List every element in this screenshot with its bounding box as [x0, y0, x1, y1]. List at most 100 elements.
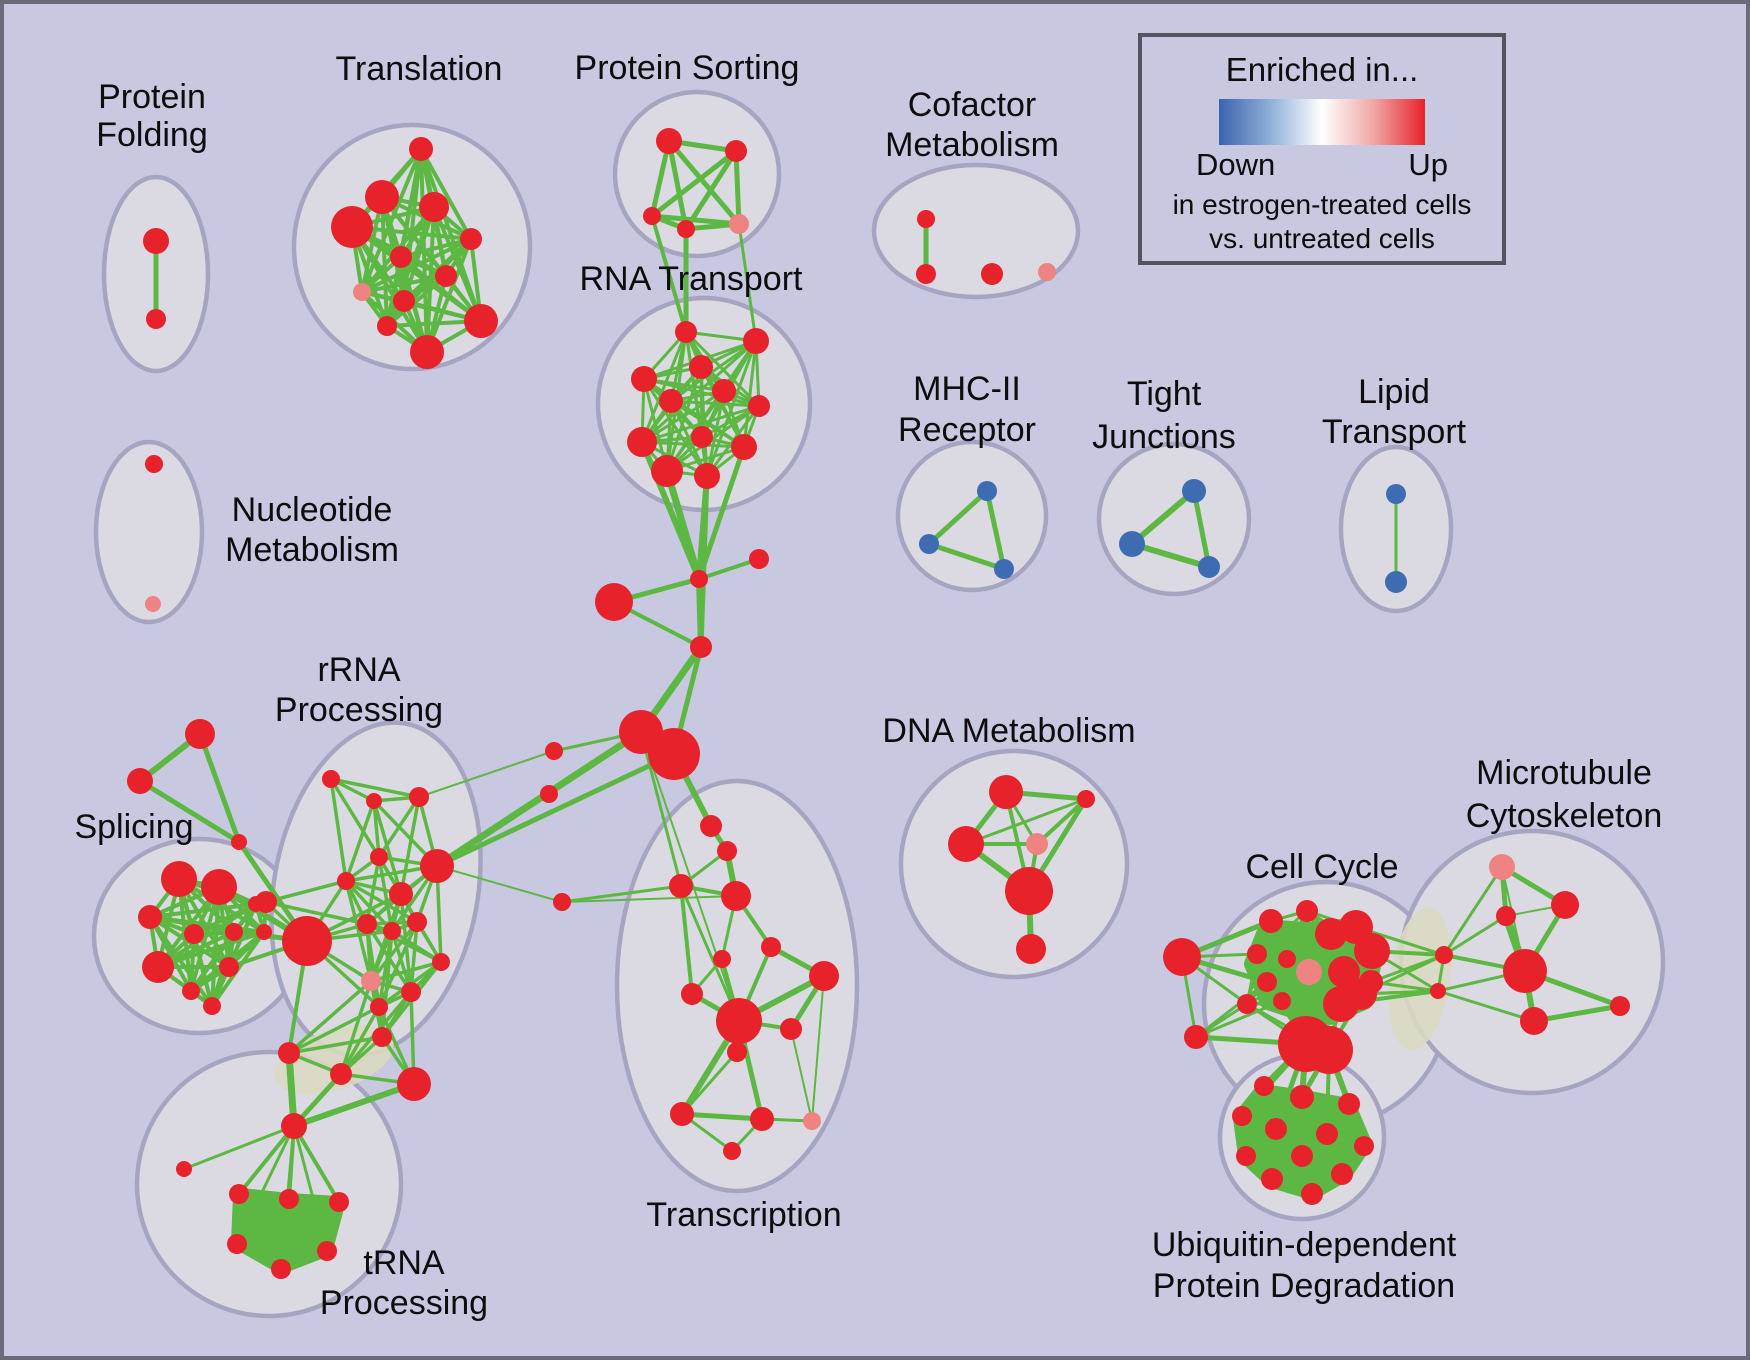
legend-caption: in estrogen-treated cells vs. untreated …	[1142, 188, 1502, 256]
gene-set-node	[761, 937, 781, 957]
gene-set-node	[1489, 854, 1515, 880]
cluster-label-rrna: rRNA	[317, 651, 400, 689]
gene-set-node	[161, 861, 197, 897]
cluster-label-lip: Transport	[1322, 413, 1467, 451]
gene-set-node	[749, 549, 769, 569]
cluster-shape-mhc	[895, 439, 1049, 593]
gene-set-node	[690, 570, 708, 588]
gene-set-node	[231, 834, 247, 850]
layer-nodes	[127, 128, 1630, 1279]
gene-set-node	[1016, 934, 1046, 964]
cluster-label-mt: Cytoskeleton	[1466, 797, 1663, 835]
gene-set-node	[627, 427, 657, 457]
gene-set-node	[729, 214, 749, 234]
gene-set-node	[435, 265, 457, 287]
cluster-label-mhc: Receptor	[898, 411, 1036, 449]
gene-set-node	[723, 1142, 741, 1160]
gene-set-node	[401, 982, 421, 1002]
gene-set-node	[1331, 1163, 1353, 1185]
gene-set-node	[366, 793, 382, 809]
gene-set-node	[227, 1234, 247, 1254]
gene-set-node	[748, 395, 770, 417]
gene-set-node	[595, 583, 633, 621]
gene-set-node	[1119, 531, 1145, 557]
gene-set-node	[717, 841, 737, 861]
gene-set-node	[1430, 983, 1446, 999]
gene-set-node	[553, 893, 571, 911]
gene-set-node	[713, 950, 731, 968]
gene-set-node	[377, 316, 397, 336]
gene-set-node	[1237, 994, 1257, 1014]
gene-set-node	[145, 596, 161, 612]
cluster-shape-dna	[898, 748, 1130, 980]
gene-set-node	[648, 728, 700, 780]
gene-set-node	[256, 924, 272, 940]
gene-set-node	[432, 953, 450, 971]
cluster-label-ps: Protein Sorting	[575, 49, 800, 87]
gene-set-node	[419, 192, 449, 222]
gene-set-node	[409, 787, 429, 807]
gene-set-node	[631, 366, 657, 392]
gene-set-node	[460, 228, 482, 250]
gene-set-node	[917, 210, 935, 228]
gene-set-node	[317, 1241, 337, 1261]
gene-set-node	[1316, 1123, 1338, 1145]
gene-set-node	[981, 263, 1003, 285]
gene-set-node	[1301, 1183, 1323, 1205]
gene-set-node	[916, 264, 936, 284]
cluster-label-ub: Protein Degradation	[1153, 1267, 1455, 1305]
gene-set-node	[1182, 479, 1206, 503]
cluster-shape-tj	[1096, 441, 1252, 597]
gene-set-node	[977, 481, 997, 501]
gene-set-node	[919, 534, 939, 554]
gene-set-node	[407, 912, 427, 932]
cluster-label-dna: DNA Metabolism	[882, 712, 1135, 750]
cluster-label-mt: Microtubule	[1476, 754, 1652, 792]
gene-set-node	[201, 869, 237, 905]
gene-set-node	[1273, 992, 1291, 1010]
gene-set-node	[670, 1102, 694, 1126]
gene-set-node	[390, 246, 412, 268]
gene-set-node	[675, 321, 697, 343]
legend-caption-line1: in estrogen-treated cells	[1172, 189, 1472, 220]
gene-set-node	[146, 309, 166, 329]
gene-set-node	[694, 463, 720, 489]
gene-set-node	[677, 220, 695, 238]
legend-down-label: Down	[1196, 147, 1276, 182]
cluster-label-pf: Folding	[96, 116, 208, 154]
gene-set-node	[1005, 867, 1053, 915]
gene-set-node	[750, 1107, 774, 1131]
gene-set-node	[143, 228, 169, 254]
gene-set-node	[681, 983, 703, 1005]
legend-title: Enriched in...	[1225, 51, 1419, 88]
cluster-shape-nuc	[93, 439, 205, 625]
gene-set-node	[540, 785, 558, 803]
gene-set-node	[127, 768, 153, 794]
gene-set-node	[659, 389, 683, 413]
gene-set-node	[643, 207, 661, 225]
legend: Enriched in... Down Up in estrogen-treat…	[1138, 33, 1506, 265]
gene-set-node	[725, 140, 747, 162]
gene-set-node	[219, 957, 239, 977]
gene-set-node	[1163, 938, 1201, 976]
gene-set-node	[322, 770, 340, 788]
gene-set-node	[142, 951, 174, 983]
gene-set-node	[1296, 900, 1318, 922]
cluster-shape-trna	[134, 1049, 404, 1319]
gene-set-node	[1520, 1007, 1548, 1035]
gene-set-node	[282, 916, 332, 966]
cluster-label-mhc: MHC-II	[913, 370, 1021, 408]
gene-set-node	[1338, 1093, 1360, 1115]
cluster-label-nuc: Nucleotide	[232, 491, 393, 529]
gene-set-node	[409, 137, 433, 161]
gene-set-node	[464, 304, 498, 338]
gene-set-node	[1290, 1085, 1314, 1109]
gene-set-node	[1184, 1025, 1208, 1049]
gene-set-node	[1259, 909, 1283, 933]
gene-set-node	[337, 872, 355, 890]
gene-set-node	[182, 982, 200, 1000]
gene-set-node	[948, 826, 984, 862]
gene-set-node	[1261, 1168, 1283, 1190]
cluster-label-tj: Tight	[1127, 375, 1202, 413]
